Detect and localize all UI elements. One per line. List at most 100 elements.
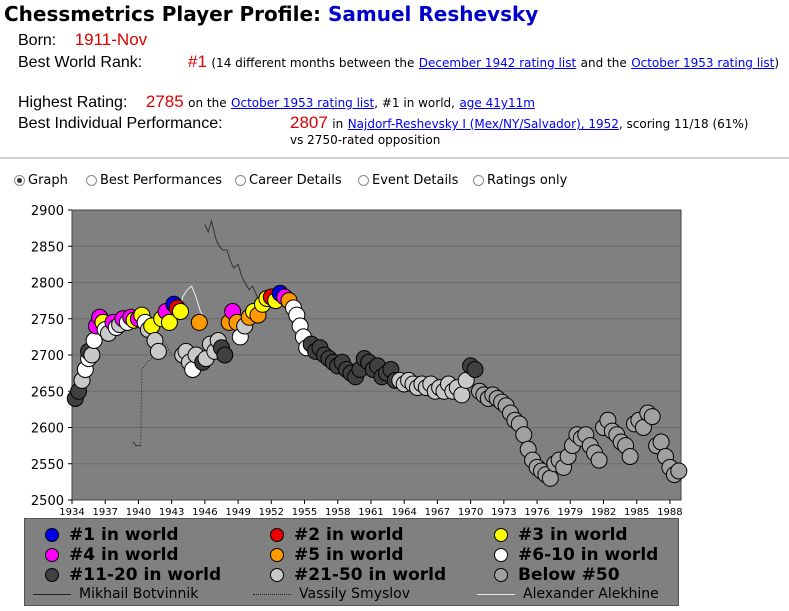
legend-line-dotted (253, 593, 291, 595)
data-point (590, 451, 608, 469)
x-tick-label: 1961 (358, 507, 383, 516)
y-tick-label: 2700 (31, 349, 64, 364)
radio-event-details-dot[interactable] (358, 175, 369, 186)
legend-label: #6-10 in world (518, 545, 659, 565)
radio-best-performances-dot[interactable] (86, 175, 97, 186)
y-tick-label: 2500 (31, 494, 64, 509)
age-link[interactable]: age 41y11m (459, 96, 535, 110)
legend-below-50: Below #50 (494, 565, 620, 585)
radio-graph[interactable]: Graph (14, 173, 68, 188)
series-line-segment (132, 441, 141, 447)
perf-text: in (332, 117, 344, 131)
rank-text: (14 different months between the (211, 56, 415, 70)
legend-rank-1: #1 in world (45, 525, 179, 545)
y-tick-label: 2800 (31, 277, 64, 292)
x-tick-label: 1946 (192, 507, 217, 516)
series-line-alexander-alekhine (176, 285, 206, 320)
data-point (149, 342, 167, 360)
series-line-mikhail-botvinnik (204, 219, 264, 306)
legend-label: #5 in world (294, 545, 404, 565)
title-prefix: Chessmetrics Player Profile: (4, 2, 322, 26)
x-tick-label: 1958 (325, 507, 350, 516)
legend-line-label: Alexander Alekhine (523, 586, 659, 602)
legend-alekhine: Alexander Alekhine (477, 586, 659, 602)
legend-swatch (45, 528, 59, 542)
divider (0, 157, 789, 159)
born-row: Born: 1911-Nov (18, 30, 147, 50)
legend-label: #3 in world (518, 525, 628, 545)
y-tick-label: 2600 (31, 422, 64, 437)
x-tick-label: 1955 (292, 507, 317, 516)
high-label: Highest Rating: (18, 94, 128, 111)
legend-swatch (494, 528, 508, 542)
rank-label: Best World Rank: (18, 54, 143, 71)
legend-swatch (494, 548, 508, 562)
october-1953-link[interactable]: October 1953 rating list (631, 56, 775, 70)
legend-label: #11-20 in world (69, 565, 222, 585)
x-tick-label: 1976 (524, 507, 549, 516)
perf-label: Best Individual Performance: (18, 115, 223, 132)
legend-label: #1 in world (69, 525, 179, 545)
radio-ratings-only-label: Ratings only (487, 173, 568, 188)
perf-opposition: vs 2750-rated opposition (290, 133, 441, 147)
october-1953-rating-link[interactable]: October 1953 rating list (231, 96, 375, 110)
data-point (643, 408, 661, 426)
radio-graph-label: Graph (28, 173, 68, 188)
born-value: 1911-Nov (74, 30, 148, 49)
legend-swatch (270, 528, 284, 542)
high-text-2: , #1 in world, (374, 96, 455, 110)
x-tick-label: 1934 (59, 507, 84, 516)
legend-smyslov: Vassily Smyslov (253, 586, 410, 602)
radio-graph-dot[interactable] (14, 175, 25, 186)
rank-row: Best World Rank: #1 (14 different months… (18, 52, 788, 72)
data-point (216, 346, 234, 364)
data-point (515, 426, 533, 444)
legend-label: #4 in world (69, 545, 179, 565)
legend-line-label: Mikhail Botvinnik (79, 586, 199, 602)
legend-rank-21-50: #21-50 in world (270, 565, 446, 585)
radio-event-details-label: Event Details (372, 173, 459, 188)
chart-legend: #1 in world #2 in world #3 in world #4 i… (24, 518, 679, 606)
radio-career-details[interactable]: Career Details (235, 173, 342, 188)
x-tick-label: 1949 (225, 507, 250, 516)
rank-text-and: and the (580, 56, 627, 70)
legend-rank-6-10: #6-10 in world (494, 545, 658, 565)
radio-best-performances[interactable]: Best Performances (86, 173, 222, 188)
radio-ratings-only[interactable]: Ratings only (473, 173, 567, 188)
legend-line-light (477, 593, 515, 595)
rating-chart: 2500 2550 2600 2650 2700 2750 2800 2850 2900 1934… (31, 204, 688, 516)
legend-rank-3: #3 in world (494, 525, 628, 545)
radio-event-details[interactable]: Event Details (358, 173, 458, 188)
series-line-vassily-smyslov (140, 343, 173, 446)
najdorf-reshevsky-link[interactable]: Najdorf-Reshevsky I (Mex/NY/Salvador), 1… (347, 117, 619, 131)
december-1942-link[interactable]: December 1942 rating list (418, 56, 577, 70)
legend-swatch (45, 568, 59, 582)
radio-ratings-only-dot[interactable] (473, 175, 484, 186)
legend-swatch (270, 548, 284, 562)
legend-swatch (270, 568, 284, 582)
legend-label: #21-50 in world (294, 565, 447, 585)
y-tick-label: 2900 (31, 204, 64, 219)
legend-swatch (494, 568, 508, 582)
high-text: on the (188, 96, 227, 110)
perf-score: , scoring 11/18 (61%) (618, 117, 749, 131)
legend-label: #2 in world (294, 525, 404, 545)
x-tick-label: 1979 (558, 507, 583, 516)
radio-career-details-dot[interactable] (235, 175, 246, 186)
page-title: Chessmetrics Player Profile: Samuel Resh… (4, 2, 538, 26)
legend-label: Below #50 (518, 565, 620, 585)
x-tick-label: 1943 (159, 507, 184, 516)
legend-line-label: Vassily Smyslov (299, 586, 411, 602)
x-tick-label: 1964 (391, 507, 416, 516)
rank-value: #1 (188, 52, 207, 71)
data-point (652, 433, 670, 451)
x-tick-label: 1940 (126, 507, 151, 516)
x-tick-label: 1988 (657, 507, 682, 516)
legend-botvinnik: Mikhail Botvinnik (33, 586, 198, 602)
x-tick-label: 1952 (259, 507, 284, 516)
high-value: 2785 (145, 92, 184, 111)
data-point (83, 346, 101, 364)
legend-rank-2: #2 in world (270, 525, 404, 545)
legend-rank-5: #5 in world (270, 545, 404, 565)
data-point (466, 361, 484, 378)
